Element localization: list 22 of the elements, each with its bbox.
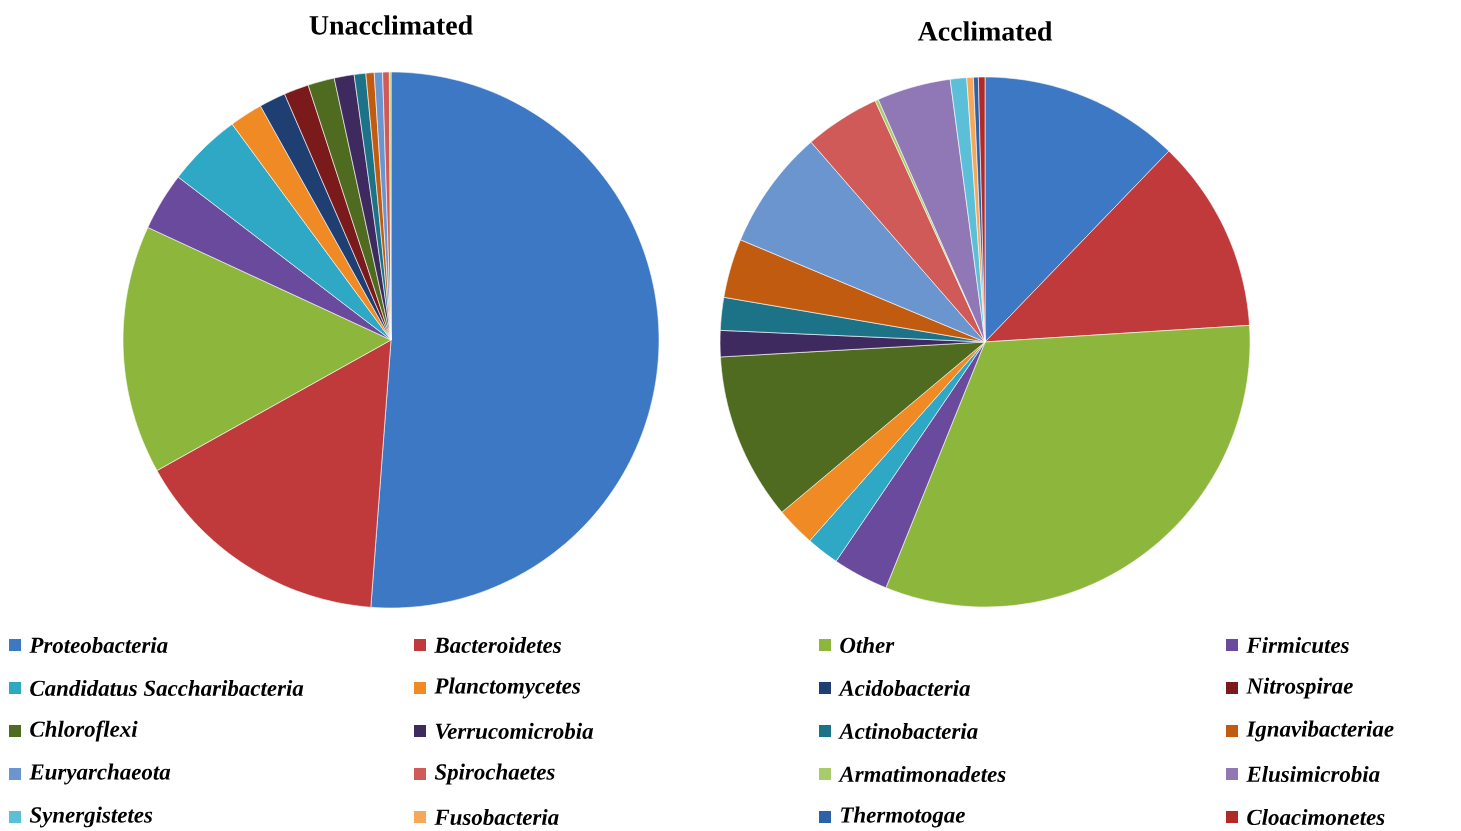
legend-label: Spirochaetes [434,763,555,785]
legend-label: Armatimonadetes [838,765,1006,783]
legend-label: Planctomycetes [434,677,581,699]
legend-label: Proteobacteria [29,636,168,654]
legend-label: Actinobacteria [838,722,978,740]
legend-label: Ignavibacteriae [1246,720,1394,742]
legend-label: Fusobacteria [434,808,559,826]
legend-label: Verrucomicrobia [435,722,594,740]
legend-label: Chloroflexi [30,720,138,742]
legend-label: Candidatus Saccharibacteria [30,679,304,697]
legend-label: Synergistetes [29,806,153,828]
legend-label: Firmicutes [1246,636,1349,654]
legend-label: Elusimicrobia [1246,765,1380,783]
legend-label: Other [840,636,895,654]
legend-label: Bacteroidetes [434,636,561,654]
legend-label: Cloacimonetes [1247,808,1385,826]
chart-title: Unacclimated [309,15,473,35]
legend-label: Nitrospirae [1246,677,1353,699]
chart-title: Acclimated [917,21,1053,41]
legend-label: Acidobacteria [838,679,970,697]
legend-label: Euryarchaeota [29,763,171,785]
legend-label: Thermotogae [841,806,965,828]
